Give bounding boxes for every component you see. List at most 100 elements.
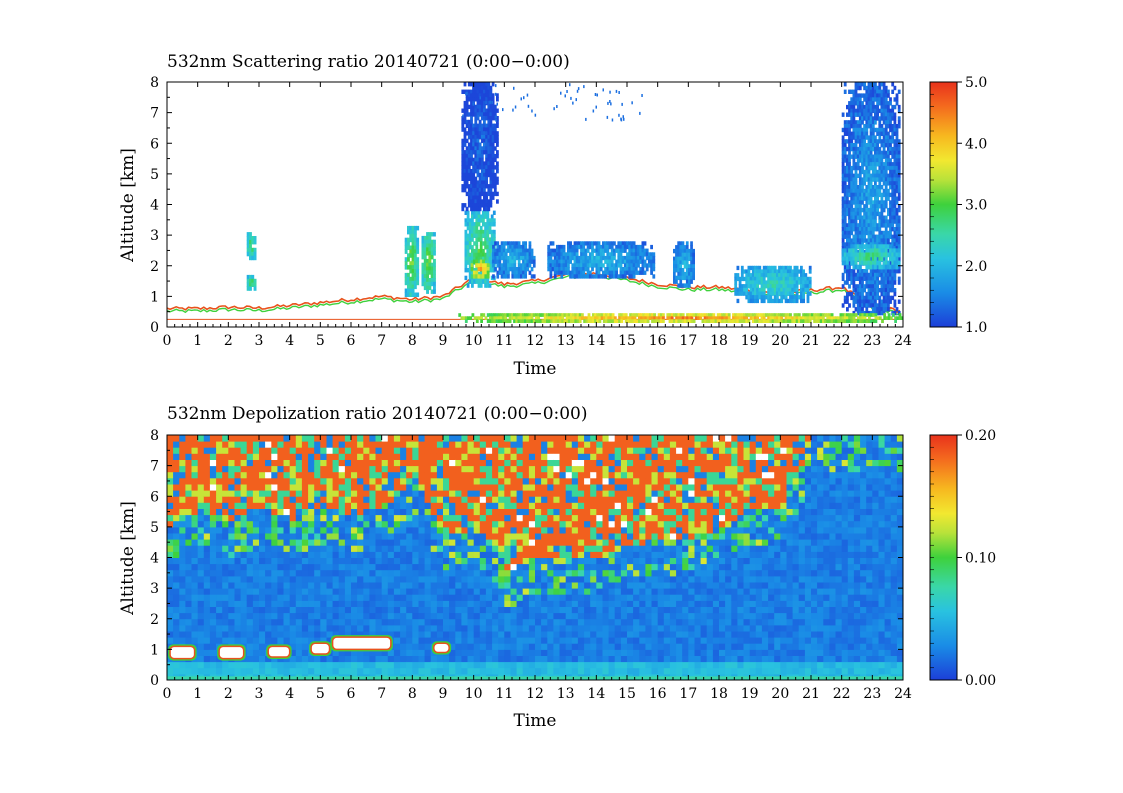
heatmap-cell <box>228 575 235 583</box>
noise-speck <box>577 87 580 91</box>
heatmap-cell <box>277 637 284 644</box>
heatmap-cell <box>222 624 229 632</box>
heatmap-cell <box>467 195 471 200</box>
heatmap-cell <box>608 255 612 261</box>
heatmap-cell <box>848 269 851 274</box>
heatmap-cell <box>463 165 467 170</box>
heatmap-cell <box>874 93 877 98</box>
heatmap-cell <box>234 631 242 638</box>
heatmap-cell <box>240 624 248 632</box>
heatmap-cell <box>880 288 884 293</box>
heatmap-cell <box>234 606 242 614</box>
heatmap-cell <box>490 222 494 227</box>
heatmap-cell <box>856 299 860 304</box>
heatmap-cell <box>252 655 260 663</box>
heatmap-cell <box>487 112 491 117</box>
heatmap-cell <box>197 606 205 614</box>
heatmap-cell <box>530 313 534 317</box>
heatmap-cell <box>551 241 555 246</box>
heatmap-cell <box>867 101 871 106</box>
heatmap-cell <box>173 539 180 546</box>
heatmap-cell <box>893 252 897 258</box>
heatmap-cell <box>476 206 480 212</box>
heatmap-cell <box>495 316 499 320</box>
heatmap-cell <box>692 268 695 273</box>
heatmap-cell <box>854 127 858 133</box>
heatmap-cell <box>690 313 694 317</box>
heatmap-cell <box>869 252 873 258</box>
heatmap-cell <box>871 204 875 209</box>
heatmap-cell <box>882 200 886 205</box>
heatmap-cell <box>483 146 486 151</box>
heatmap-cell <box>863 181 866 186</box>
heatmap-cell <box>477 248 481 254</box>
heatmap-cell <box>675 256 678 261</box>
heatmap-cell <box>628 267 632 272</box>
heatmap-cell <box>740 284 744 289</box>
heatmap-cell <box>889 256 892 262</box>
heatmap-cell <box>490 218 494 223</box>
heatmap-cell <box>484 260 487 265</box>
heatmap-cell <box>776 295 779 300</box>
heatmap-cell <box>841 154 845 159</box>
heatmap-cell <box>500 263 504 268</box>
heatmap-cell <box>517 252 521 257</box>
heatmap-cell <box>843 242 847 247</box>
heatmap-cell <box>593 241 597 246</box>
heatmap-cell <box>690 248 693 254</box>
heatmap-cell <box>878 162 882 167</box>
heatmap-cell <box>485 203 488 208</box>
heatmap-cell <box>843 260 847 266</box>
heatmap-cell <box>433 247 436 252</box>
heatmap-cell <box>756 316 759 320</box>
heatmap-cell <box>747 298 751 304</box>
heatmap-cell <box>765 284 768 289</box>
heatmap-cell <box>871 124 875 129</box>
heatmap-cell <box>767 316 770 320</box>
heatmap-cell <box>283 526 291 534</box>
heatmap-cell <box>622 316 626 320</box>
heatmap-cell <box>578 319 582 323</box>
heatmap-cell <box>887 146 890 152</box>
heatmap-cell <box>859 319 862 323</box>
heatmap-cell <box>876 93 879 98</box>
heatmap-cell <box>738 287 742 293</box>
heatmap-cell <box>197 459 205 467</box>
heatmap-cell <box>863 249 866 255</box>
heatmap-cell <box>246 465 254 473</box>
heatmap-cell <box>889 299 892 304</box>
heatmap-cell <box>560 259 564 264</box>
heatmap-cell <box>677 245 680 250</box>
heatmap-cell <box>283 533 291 540</box>
heatmap-cell <box>549 255 553 261</box>
heatmap-cell <box>841 215 845 220</box>
heatmap-cell <box>599 255 603 261</box>
heatmap-cell <box>613 255 616 261</box>
heatmap-cell <box>776 298 779 304</box>
heatmap-cell <box>887 207 890 213</box>
heatmap-cell <box>740 287 744 293</box>
heatmap-cell <box>630 248 634 253</box>
heatmap-cell <box>421 281 425 287</box>
heatmap-cell <box>869 82 873 87</box>
heatmap-cell <box>553 252 557 257</box>
heatmap-cell <box>463 131 467 136</box>
heatmap-cell <box>485 169 488 174</box>
heatmap-cell <box>880 93 884 98</box>
heatmap-cell <box>786 298 790 304</box>
noise-speck <box>575 98 577 102</box>
heatmap-cell <box>887 162 890 167</box>
heatmap-cell <box>880 104 884 110</box>
heatmap-cell <box>564 267 568 272</box>
heatmap-cell <box>782 269 786 274</box>
heatmap-cell <box>573 259 577 264</box>
heatmap-cell <box>478 104 482 110</box>
heatmap-cell <box>423 270 427 275</box>
heatmap-cell <box>889 264 892 270</box>
heatmap-cell <box>430 281 434 287</box>
heatmap-cell <box>216 588 223 595</box>
heatmap-cell <box>858 260 862 266</box>
heatmap-cell <box>708 319 711 323</box>
heatmap-cell <box>793 276 797 282</box>
heatmap-cell <box>240 471 248 479</box>
